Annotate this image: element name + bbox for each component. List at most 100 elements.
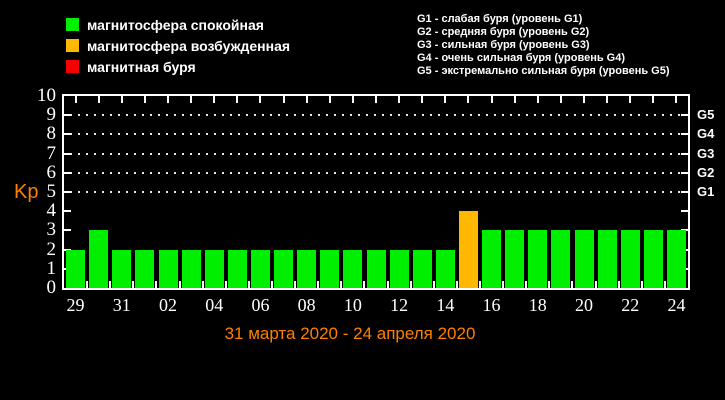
x-tick-bottom (386, 281, 389, 288)
x-tick-bottom (201, 281, 204, 288)
x-tick-top (305, 96, 308, 103)
x-tick-top (236, 96, 239, 103)
x-tick-top (143, 96, 146, 103)
g-level-label-G1: G1 (697, 184, 715, 199)
legend-item-label: магнитная буря (87, 58, 196, 75)
x-tick-bottom (594, 281, 597, 288)
kp-bar-22 (620, 230, 640, 288)
x-tick-bottom (455, 281, 458, 288)
plot-area (62, 94, 690, 290)
kp-bar-29 (66, 249, 86, 288)
x-tick-top (328, 96, 331, 103)
kp-bar-15 (458, 211, 478, 288)
excited-swatch-icon (66, 39, 79, 52)
x-tick-bottom (224, 281, 227, 288)
g-level-label-G5: G5 (697, 107, 715, 123)
x-tick-top (259, 96, 262, 103)
y-tick-right (681, 133, 688, 136)
y-tick-left (64, 152, 71, 155)
kp-bar-18 (528, 230, 548, 288)
quiet-swatch-icon (66, 18, 79, 31)
storm-level-key: G1 - слабая буря (уровень G1) G2 - средня… (417, 13, 670, 78)
kp-bar-31 (112, 249, 132, 288)
x-tick-top (421, 96, 424, 103)
kp-bar-09 (320, 249, 340, 288)
x-tick-bottom (663, 281, 666, 288)
chart-title: 31 марта 2020 - 24 апреля 2020 (224, 324, 476, 343)
y-tick-label-1: 1 (46, 257, 57, 279)
y-tick-right (681, 114, 688, 117)
kp-bar-16 (482, 230, 502, 288)
kp-bar-20 (574, 230, 594, 288)
x-tick-label-18: 18 (528, 295, 547, 315)
x-tick-bottom (155, 281, 158, 288)
x-tick-bottom (178, 281, 181, 288)
storm-key-line: G2 - средняя буря (уровень G2) (417, 26, 590, 38)
y-tick-left (64, 171, 71, 174)
x-tick-label-20: 20 (575, 295, 593, 315)
gridline-kp5 (70, 191, 684, 193)
kp-bar-03 (181, 249, 201, 288)
gridline-kp7 (70, 152, 684, 155)
kp-bar-21 (597, 230, 617, 288)
y-tick-label-6: 6 (46, 161, 57, 183)
kp-bar-10 (343, 249, 363, 288)
x-tick-bottom (294, 281, 297, 288)
y-tick-right (681, 210, 688, 213)
kp-bar-07 (274, 249, 294, 288)
x-tick-top (559, 96, 562, 103)
x-tick-label-31: 31 (112, 295, 131, 315)
gridline-kp8 (70, 133, 684, 136)
x-tick-label-29: 29 (66, 295, 85, 315)
x-tick-label-10: 10 (343, 295, 362, 315)
storm-key-line: G5 - экстремально сильная буря (уровень … (417, 65, 670, 77)
x-tick-bottom (640, 281, 643, 288)
x-tick-top (351, 96, 354, 103)
x-tick-bottom (109, 281, 112, 288)
x-tick-top (375, 96, 377, 103)
x-tick-label-22: 22 (621, 295, 640, 315)
kp-bar-14 (435, 249, 455, 288)
x-tick-top (398, 96, 401, 103)
x-tick-top (167, 96, 169, 103)
g-level-label-G3: G3 (697, 145, 715, 161)
x-tick-top (467, 96, 470, 103)
x-tick-label-08: 08 (297, 295, 316, 315)
x-tick-label-12: 12 (390, 295, 409, 315)
x-tick-top (536, 96, 539, 103)
x-tick-label-14: 14 (436, 295, 455, 315)
y-tick-label-5: 5 (46, 181, 57, 202)
x-tick-top (652, 96, 655, 103)
y-tick-right (681, 229, 688, 232)
x-tick-bottom (247, 281, 250, 288)
kp-bar-05 (227, 249, 247, 288)
y-tick-left (64, 210, 71, 213)
x-tick-top (190, 96, 193, 103)
x-tick-top (213, 96, 216, 103)
y-tick-label-2: 2 (46, 238, 57, 260)
x-tick-bottom (86, 281, 89, 288)
x-tick-bottom (317, 281, 320, 288)
x-tick-top (513, 96, 516, 103)
x-tick-top (97, 96, 100, 103)
x-tick-bottom (132, 281, 135, 288)
legend-item: магнитосфера спокойная (66, 14, 290, 35)
x-tick-bottom (502, 281, 505, 288)
x-tick-bottom (479, 281, 481, 288)
kp-bar-06 (250, 249, 270, 288)
x-tick-bottom (409, 281, 412, 288)
y-tick-label-3: 3 (46, 219, 57, 241)
legend-item: магнитосфера возбужденная (66, 35, 290, 56)
kp-bar-23 (643, 230, 663, 288)
x-tick-bottom (525, 281, 528, 288)
x-tick-top (583, 96, 585, 103)
y-tick-right (681, 171, 688, 174)
x-tick-label-16: 16 (482, 295, 501, 315)
x-tick-bottom (548, 281, 551, 288)
x-tick-bottom (571, 281, 574, 288)
y-tick-left (64, 191, 71, 193)
g-level-label-G4: G4 (697, 126, 715, 142)
x-tick-label-04: 04 (205, 295, 224, 315)
kp-bar-30 (89, 230, 109, 288)
g-level-label-G2: G2 (697, 164, 715, 180)
